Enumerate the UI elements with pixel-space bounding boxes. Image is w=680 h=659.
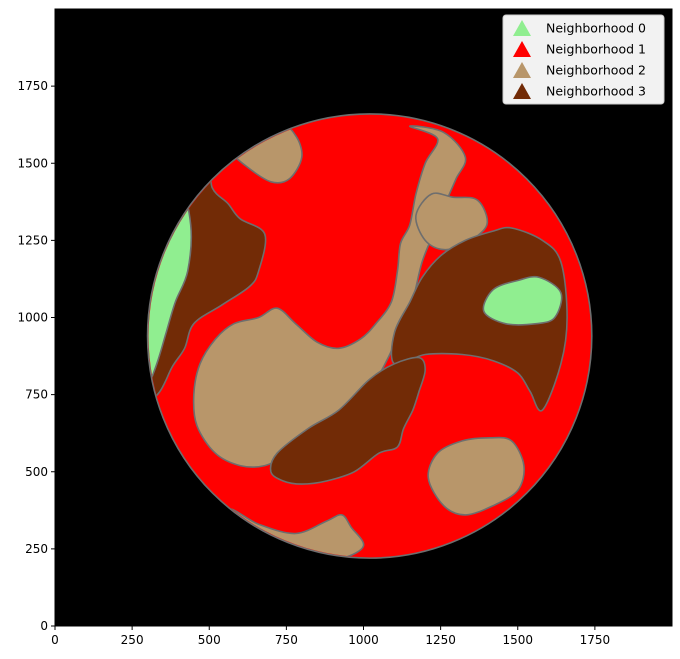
- y-axis: 0 250 500 750 1000 1250 1500 1750: [17, 79, 55, 633]
- y-tick-label: 0: [40, 619, 48, 633]
- y-tick-label: 1500: [17, 156, 48, 170]
- x-tick-label: 1250: [425, 633, 456, 647]
- region-right-green-lobe: [482, 275, 563, 326]
- region-central-tan-arc: [192, 125, 467, 468]
- region-lower-brown-band: [269, 356, 426, 485]
- x-tick-label: 500: [198, 633, 221, 647]
- legend-label: Neighborhood 0: [546, 21, 646, 36]
- y-tick-label: 1250: [17, 233, 48, 247]
- y-tick-label: 750: [25, 388, 48, 402]
- legend-label: Neighborhood 3: [546, 84, 646, 99]
- legend-marker-triangle: [513, 62, 531, 78]
- region-left-green-lobe: [148, 175, 193, 417]
- legend-label: Neighborhood 2: [546, 63, 646, 78]
- legend-marker-triangle: [513, 41, 531, 57]
- y-tick-label: 250: [25, 542, 48, 556]
- region-lower-right-tan-blob: [427, 436, 525, 516]
- legend-marker-triangle: [513, 83, 531, 99]
- y-tick-label: 1750: [17, 79, 48, 93]
- region-right-brown-area: [390, 226, 568, 412]
- x-tick-label: 1500: [502, 633, 533, 647]
- y-tick-label: 1000: [17, 311, 48, 325]
- x-axis: 0 250 500 750 1000 1250 1500 1750: [51, 626, 610, 647]
- x-tick-label: 0: [51, 633, 59, 647]
- x-tick-label: 250: [121, 633, 144, 647]
- x-tick-label: 1750: [580, 633, 611, 647]
- x-tick-label: 1000: [348, 633, 379, 647]
- legend-label: Neighborhood 1: [546, 42, 646, 57]
- legend-marker-triangle: [513, 20, 531, 36]
- y-tick-label: 500: [25, 465, 48, 479]
- x-tick-label: 750: [275, 633, 298, 647]
- legend-box: [502, 14, 665, 105]
- legend: Neighborhood 0 Neighborhood 1 Neighborhood…: [502, 14, 665, 105]
